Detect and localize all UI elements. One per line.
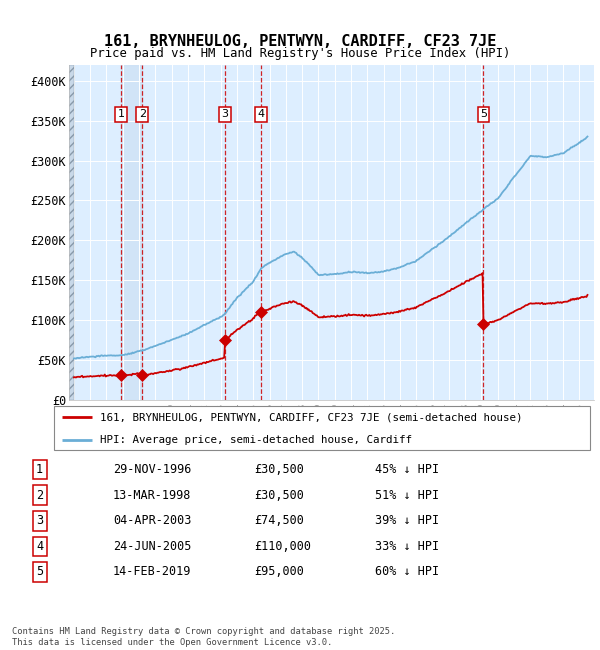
Text: 161, BRYNHEULOG, PENTWYN, CARDIFF, CF23 7JE (semi-detached house): 161, BRYNHEULOG, PENTWYN, CARDIFF, CF23 … [100,412,523,422]
Text: 04-APR-2003: 04-APR-2003 [113,514,191,527]
Bar [121,65,142,400]
Text: £95,000: £95,000 [254,566,304,578]
Text: £74,500: £74,500 [254,514,304,527]
Text: 3: 3 [221,109,229,120]
Text: 51% ↓ HPI: 51% ↓ HPI [375,489,439,502]
Text: 3: 3 [36,514,43,527]
FancyBboxPatch shape [54,406,590,450]
Text: 2: 2 [139,109,146,120]
Text: 161, BRYNHEULOG, PENTWYN, CARDIFF, CF23 7JE: 161, BRYNHEULOG, PENTWYN, CARDIFF, CF23 … [104,34,496,49]
Text: 13-MAR-1998: 13-MAR-1998 [113,489,191,502]
Text: £110,000: £110,000 [254,540,311,553]
Text: 60% ↓ HPI: 60% ↓ HPI [375,566,439,578]
Text: 33% ↓ HPI: 33% ↓ HPI [375,540,439,553]
Text: Contains HM Land Registry data © Crown copyright and database right 2025.
This d: Contains HM Land Registry data © Crown c… [12,627,395,647]
Text: 29-NOV-1996: 29-NOV-1996 [113,463,191,476]
Text: 4: 4 [257,109,265,120]
Text: HPI: Average price, semi-detached house, Cardiff: HPI: Average price, semi-detached house,… [100,435,412,445]
Text: 14-FEB-2019: 14-FEB-2019 [113,566,191,578]
Text: 24-JUN-2005: 24-JUN-2005 [113,540,191,553]
Text: 39% ↓ HPI: 39% ↓ HPI [375,514,439,527]
Text: £30,500: £30,500 [254,463,304,476]
Text: 2: 2 [36,489,43,502]
Text: 4: 4 [36,540,43,553]
Text: 5: 5 [36,566,43,578]
Text: 45% ↓ HPI: 45% ↓ HPI [375,463,439,476]
Text: £30,500: £30,500 [254,489,304,502]
Text: 1: 1 [36,463,43,476]
Text: 5: 5 [480,109,487,120]
Text: 1: 1 [118,109,125,120]
Text: Price paid vs. HM Land Registry's House Price Index (HPI): Price paid vs. HM Land Registry's House … [90,47,510,60]
